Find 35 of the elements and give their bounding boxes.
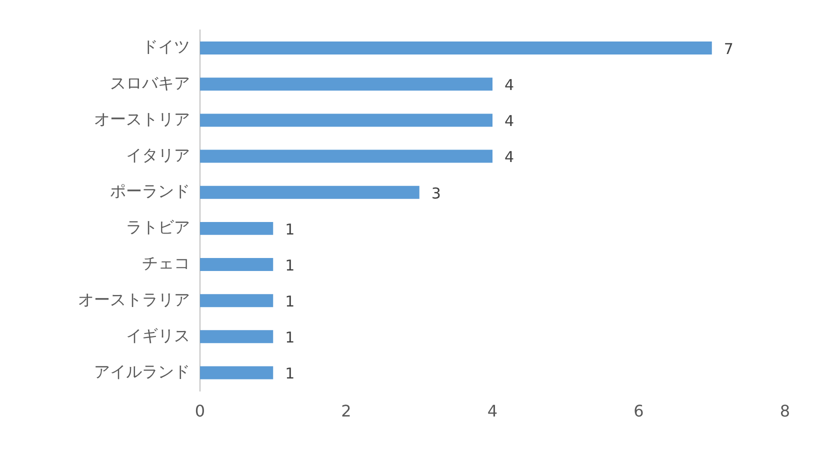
data-label: 1: [285, 364, 295, 383]
data-label: 4: [504, 112, 514, 130]
bar: [200, 150, 492, 163]
y-tick-label: オーストラリア: [78, 290, 190, 309]
x-tick-label: 8: [780, 402, 790, 421]
data-label: 3: [431, 184, 441, 202]
x-tick-label: 4: [487, 402, 498, 421]
data-label: 1: [285, 328, 295, 347]
y-tick-label: オーストリア: [94, 109, 190, 128]
x-tick-label: 0: [194, 402, 206, 421]
bar: [200, 330, 274, 344]
data-label: 4: [504, 76, 514, 94]
y-tick-label: ラトビア: [126, 218, 190, 237]
y-tick-label: ドイツ: [142, 37, 190, 56]
y-tick-label: チェコ: [142, 254, 190, 273]
y-tick-label: ポーランド: [110, 182, 190, 201]
y-tick-label: スロバキア: [110, 73, 190, 92]
data-label: 4: [504, 148, 514, 166]
bar: [200, 294, 274, 308]
x-tick-label: 6: [634, 402, 644, 421]
bar: [200, 186, 420, 199]
bar: [200, 78, 492, 91]
y-tick-label: アイルランド: [94, 362, 190, 381]
data-label: 1: [285, 220, 295, 238]
y-tick-label: イタリア: [126, 145, 190, 164]
bar: [200, 258, 274, 272]
bar: [200, 222, 274, 235]
data-label: 1: [285, 256, 295, 274]
y-tick-label: イギリス: [126, 326, 190, 345]
data-label: 7: [724, 40, 734, 58]
bar: [200, 42, 712, 55]
x-tick-label: 2: [341, 402, 352, 421]
bar: [200, 114, 492, 127]
bar: [200, 366, 274, 380]
data-label: 1: [285, 292, 295, 310]
